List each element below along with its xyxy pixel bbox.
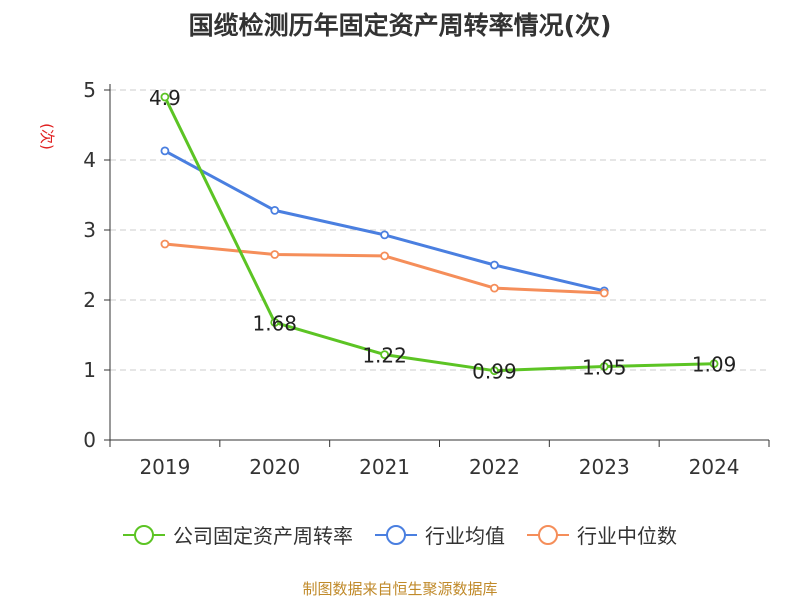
series-marker-2 [380,251,389,261]
legend-swatch-company [123,524,165,545]
series-marker-0 [160,92,170,102]
legend-label-company: 公司固定资产周转率 [173,524,353,548]
series-marker-0 [270,317,280,327]
x-tick-label: 2024 [689,455,740,479]
y-tick-label: 4 [83,148,96,172]
data-label: 1.68 [252,311,297,335]
x-tick-label: 2019 [139,455,190,479]
series-marker-1 [270,205,280,215]
y-tick-label: 1 [83,358,96,382]
series-marker-0 [380,350,389,360]
legend-swatch-industry-mean [375,524,417,545]
series-line-0 [163,96,715,373]
x-tick-label: 2021 [359,455,410,479]
series-marker-1 [490,260,499,270]
series-marker-0 [490,366,499,376]
data-source-note: 制图数据来自恒生聚源数据库 [302,580,498,598]
series-marker-2 [160,239,170,249]
y-tick-label: 3 [83,218,96,242]
legend-item-company[interactable]: 公司固定资产周转率 [123,520,353,549]
data-label: 1.09 [692,353,737,377]
legend: 公司固定资产周转率 行业均值 行业中位数 [0,520,800,549]
data-label: 1.22 [362,344,407,368]
y-tick-label: 2 [83,288,96,312]
series-marker-1 [160,146,170,156]
series-marker-1 [380,230,389,240]
x-tick-label: 2023 [579,455,630,479]
series-line-1 [164,149,605,293]
data-label: 0.99 [472,360,517,384]
x-tick-label: 2020 [249,455,300,479]
legend-item-industry-mean[interactable]: 行业均值 [375,520,505,549]
series-line-2 [164,242,605,295]
data-label: 1.05 [582,356,627,380]
series-marker-0 [599,362,609,371]
series-marker-2 [490,283,499,293]
chart-title: 国缆检测历年固定资产周转率情况(次) [188,11,612,40]
data-label: 4.9 [149,86,181,110]
series-marker-0 [709,359,719,369]
series-marker-2 [599,288,609,298]
legend-label-industry-mean: 行业均值 [425,524,505,548]
y-tick-label: 5 [83,78,96,102]
x-tick-label: 2022 [469,455,520,479]
legend-item-industry-median[interactable]: 行业中位数 [527,520,677,549]
legend-swatch-industry-median [527,524,569,545]
series-marker-2 [270,250,280,259]
legend-label-industry-median: 行业中位数 [577,524,677,548]
y-tick-label: 0 [83,428,96,452]
